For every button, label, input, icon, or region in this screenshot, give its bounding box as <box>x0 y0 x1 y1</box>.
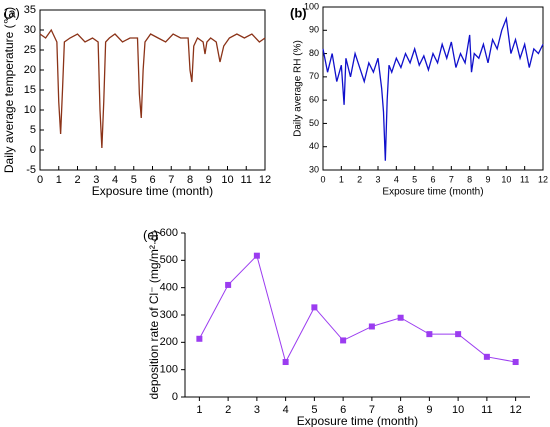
x-tick-label: 9 <box>426 404 432 416</box>
y-axis-label: Daily average temperature (℃) <box>2 7 16 173</box>
y-tick-label: 10 <box>24 104 36 116</box>
x-axis-label: Exposure time (month) <box>92 184 213 198</box>
y-tick-label: 25 <box>24 44 36 56</box>
y-tick-label: 0 <box>30 144 36 156</box>
x-tick-label: 8 <box>467 174 472 184</box>
y-tick-label: 30 <box>309 164 319 174</box>
y-tick-label: 30 <box>24 24 36 36</box>
panel-label: (c) <box>143 227 158 242</box>
x-tick-label: 2 <box>74 174 80 186</box>
x-tick-label: 12 <box>510 404 522 416</box>
plot-frame <box>322 6 544 171</box>
data-line <box>198 254 516 364</box>
x-tick-label: 5 <box>311 404 317 416</box>
y-tick-label: 5 <box>30 124 36 136</box>
x-tick-label: 1 <box>196 404 202 416</box>
x-tick-label: 7 <box>449 174 454 184</box>
y-tick-label: 500 <box>160 254 178 266</box>
y-tick-label: 400 <box>160 282 178 294</box>
panel-label: (a) <box>4 5 20 20</box>
y-tick-label: 40 <box>309 141 319 151</box>
x-tick-label: 11 <box>481 404 492 416</box>
x-tick-label: 7 <box>369 404 375 416</box>
y-axis-label: deposition rate of Cl⁻ (mg/m²·d) <box>147 230 161 399</box>
y-tick-label: 15 <box>24 84 36 96</box>
x-tick-label: 1 <box>56 174 62 186</box>
marker <box>512 359 519 366</box>
y-tick-label: 200 <box>160 336 178 348</box>
y-tick-label: 70 <box>309 71 319 81</box>
data-line <box>322 16 544 161</box>
y-tick-label: 100 <box>160 364 178 376</box>
x-tick-label: 6 <box>149 174 155 186</box>
y-tick-label: 600 <box>160 227 178 239</box>
marker <box>311 304 318 311</box>
x-tick-label: 9 <box>485 174 490 184</box>
x-tick-label: 8 <box>187 174 193 186</box>
x-tick-label: 10 <box>501 174 511 184</box>
x-tick-label: 6 <box>430 174 435 184</box>
plot-frame <box>39 9 266 171</box>
y-tick-label: 300 <box>160 309 178 321</box>
marker <box>397 314 404 321</box>
x-tick-label: 2 <box>357 174 362 184</box>
x-tick-label: 12 <box>538 174 548 184</box>
x-tick-label: 3 <box>375 174 380 184</box>
marker <box>426 331 433 338</box>
marker <box>225 281 232 288</box>
x-tick-label: 6 <box>340 404 346 416</box>
marker <box>282 359 289 366</box>
x-tick-label: 3 <box>93 174 99 186</box>
x-axis-label: Exposure time (month) <box>382 187 483 198</box>
data-line <box>39 28 266 149</box>
marker <box>340 337 347 344</box>
y-tick-label: 20 <box>24 64 36 76</box>
y-tick-label: 60 <box>309 95 319 105</box>
marker <box>368 323 375 330</box>
marker <box>455 331 462 338</box>
x-tick-label: 2 <box>225 404 231 416</box>
x-tick-label: 4 <box>283 404 289 416</box>
x-tick-label: 4 <box>394 174 399 184</box>
panel-label: (b) <box>290 5 307 20</box>
y-tick-label: 35 <box>24 4 36 16</box>
x-tick-label: 8 <box>398 404 404 416</box>
y-axis-label: Daily average RH (%) <box>293 40 304 137</box>
x-axis-label: Exposure time (month) <box>297 414 418 427</box>
marker <box>483 353 490 360</box>
y-tick-label: 100 <box>304 1 319 11</box>
x-tick-label: 1 <box>339 174 344 184</box>
marker <box>196 335 203 342</box>
x-tick-label: 10 <box>452 404 464 416</box>
x-tick-label: 11 <box>241 174 252 186</box>
x-tick-label: 9 <box>206 174 212 186</box>
x-tick-label: 10 <box>221 174 233 186</box>
x-tick-label: 11 <box>520 174 529 184</box>
x-tick-label: 12 <box>259 174 271 186</box>
marker <box>253 252 260 259</box>
x-tick-label: 0 <box>320 174 325 184</box>
axes <box>184 233 530 398</box>
x-tick-label: 3 <box>254 404 260 416</box>
y-tick-label: -5 <box>26 164 36 176</box>
x-tick-label: 4 <box>112 174 118 186</box>
x-tick-label: 0 <box>37 174 43 186</box>
x-tick-label: 7 <box>168 174 174 186</box>
y-tick-label: 80 <box>309 48 319 58</box>
y-tick-label: 90 <box>309 25 319 35</box>
y-tick-label: 0 <box>172 391 178 403</box>
y-tick-label: 50 <box>309 118 319 128</box>
x-tick-label: 5 <box>412 174 417 184</box>
x-tick-label: 5 <box>131 174 137 186</box>
